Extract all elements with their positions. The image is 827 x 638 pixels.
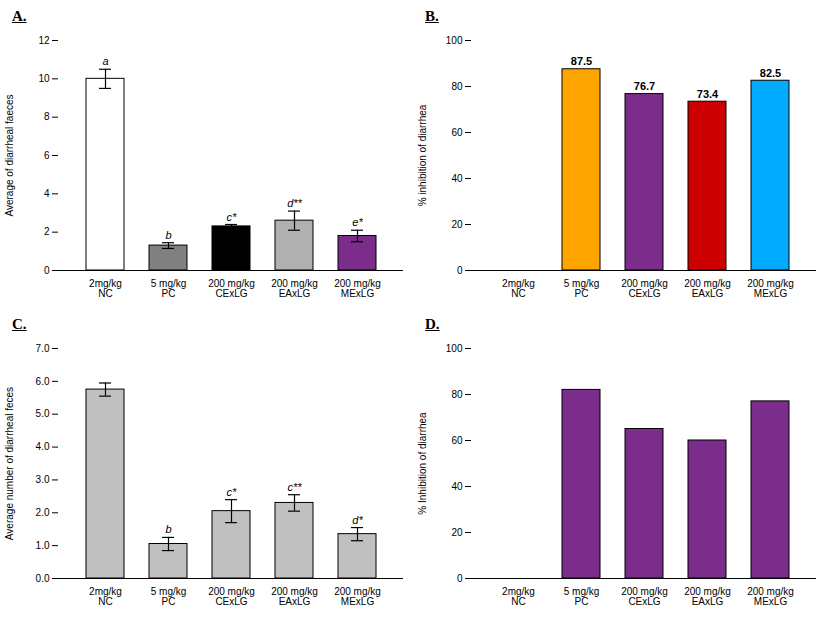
svg-text:5 mg/kgPC: 5 mg/kgPC: [564, 278, 600, 299]
svg-text:% inhibition of diarrhea: % inhibition of diarrhea: [417, 104, 428, 206]
svg-text:10: 10: [38, 73, 50, 84]
svg-text:20: 20: [451, 527, 463, 538]
svg-text:100: 100: [446, 35, 463, 46]
svg-text:200 mg/kgEAxLG: 200 mg/kgEAxLG: [271, 586, 318, 607]
html-text:B.: B.: [425, 8, 439, 24]
svg-text:e*: e*: [352, 216, 363, 228]
svg-text:2mg/kgNC: 2mg/kgNC: [502, 586, 535, 607]
svg-text:8: 8: [44, 111, 50, 122]
svg-text:0: 0: [457, 265, 463, 276]
svg-text:80: 80: [451, 81, 463, 92]
svg-text:2mg/kgNC: 2mg/kgNC: [89, 278, 122, 299]
html-text:C.: C.: [12, 316, 27, 332]
svg-text:76.7: 76.7: [634, 80, 655, 92]
svg-text:40: 40: [451, 481, 463, 492]
html-text:D.: D.: [425, 316, 440, 332]
svg-text:4: 4: [44, 188, 50, 199]
svg-text:c*: c*: [227, 486, 238, 498]
svg-text:Average number of diarrheal fe: Average number of diarrheal feces: [4, 387, 15, 540]
svg-text:2mg/kgNC: 2mg/kgNC: [502, 278, 535, 299]
svg-text:1.0: 1.0: [36, 540, 50, 551]
svg-text:20: 20: [451, 219, 463, 230]
svg-text:Average of diarrheal faeces: Average of diarrheal faeces: [4, 94, 15, 216]
svg-text:d**: d**: [287, 197, 302, 209]
svg-text:4.0: 4.0: [36, 441, 50, 452]
svg-text:5 mg/kgPC: 5 mg/kgPC: [564, 586, 600, 607]
svg-text:87.5: 87.5: [571, 55, 592, 67]
svg-text:3.0: 3.0: [36, 474, 50, 485]
svg-text:5 mg/kgPC: 5 mg/kgPC: [151, 278, 187, 299]
svg-text:d*: d*: [352, 514, 363, 526]
svg-text:200 mg/kgEAxLG: 200 mg/kgEAxLG: [684, 586, 731, 607]
svg-text:40: 40: [451, 173, 463, 184]
svg-text:2.0: 2.0: [36, 507, 50, 518]
svg-text:60: 60: [451, 435, 463, 446]
svg-text:5.0: 5.0: [36, 408, 50, 419]
svg-text:6.0: 6.0: [36, 376, 50, 387]
html-text:A.: A.: [12, 8, 27, 24]
svg-text:b: b: [165, 229, 171, 241]
svg-text:0: 0: [44, 265, 50, 276]
svg-text:200 mg/kgMExLG: 200 mg/kgMExLG: [334, 278, 381, 299]
svg-text:200 mg/kgEAxLG: 200 mg/kgEAxLG: [684, 278, 731, 299]
svg-text:12: 12: [38, 35, 50, 46]
svg-text:60: 60: [451, 127, 463, 138]
svg-text:200 mg/kgMExLG: 200 mg/kgMExLG: [334, 586, 381, 607]
svg-text:200 mg/kgMExLG: 200 mg/kgMExLG: [747, 586, 794, 607]
svg-text:c**: c**: [287, 481, 302, 493]
svg-text:c*: c*: [227, 211, 238, 223]
svg-text:200 mg/kgCExLG: 200 mg/kgCExLG: [208, 586, 255, 607]
svg-text:82.5: 82.5: [760, 67, 781, 79]
svg-text:a: a: [102, 55, 108, 67]
svg-text:5 mg/kgPC: 5 mg/kgPC: [151, 586, 187, 607]
svg-text:7.0: 7.0: [36, 343, 50, 354]
svg-text:100: 100: [446, 343, 463, 354]
svg-text:% Inhibition of diarrhea: % Inhibition of diarrhea: [417, 412, 428, 515]
svg-text:2: 2: [44, 226, 50, 237]
svg-text:6: 6: [44, 150, 50, 161]
svg-text:200 mg/kgCExLG: 200 mg/kgCExLG: [208, 278, 255, 299]
svg-text:0: 0: [457, 573, 463, 584]
svg-text:200 mg/kgEAxLG: 200 mg/kgEAxLG: [271, 278, 318, 299]
svg-text:73.4: 73.4: [697, 88, 719, 100]
svg-text:200 mg/kgMExLG: 200 mg/kgMExLG: [747, 278, 794, 299]
svg-text:200 mg/kgCExLG: 200 mg/kgCExLG: [621, 278, 668, 299]
svg-text:0.0: 0.0: [36, 573, 50, 584]
svg-text:2mg/kgNC: 2mg/kgNC: [89, 586, 122, 607]
svg-text:b: b: [165, 523, 171, 535]
svg-text:200 mg/kgCExLG: 200 mg/kgCExLG: [621, 586, 668, 607]
svg-text:80: 80: [451, 389, 463, 400]
